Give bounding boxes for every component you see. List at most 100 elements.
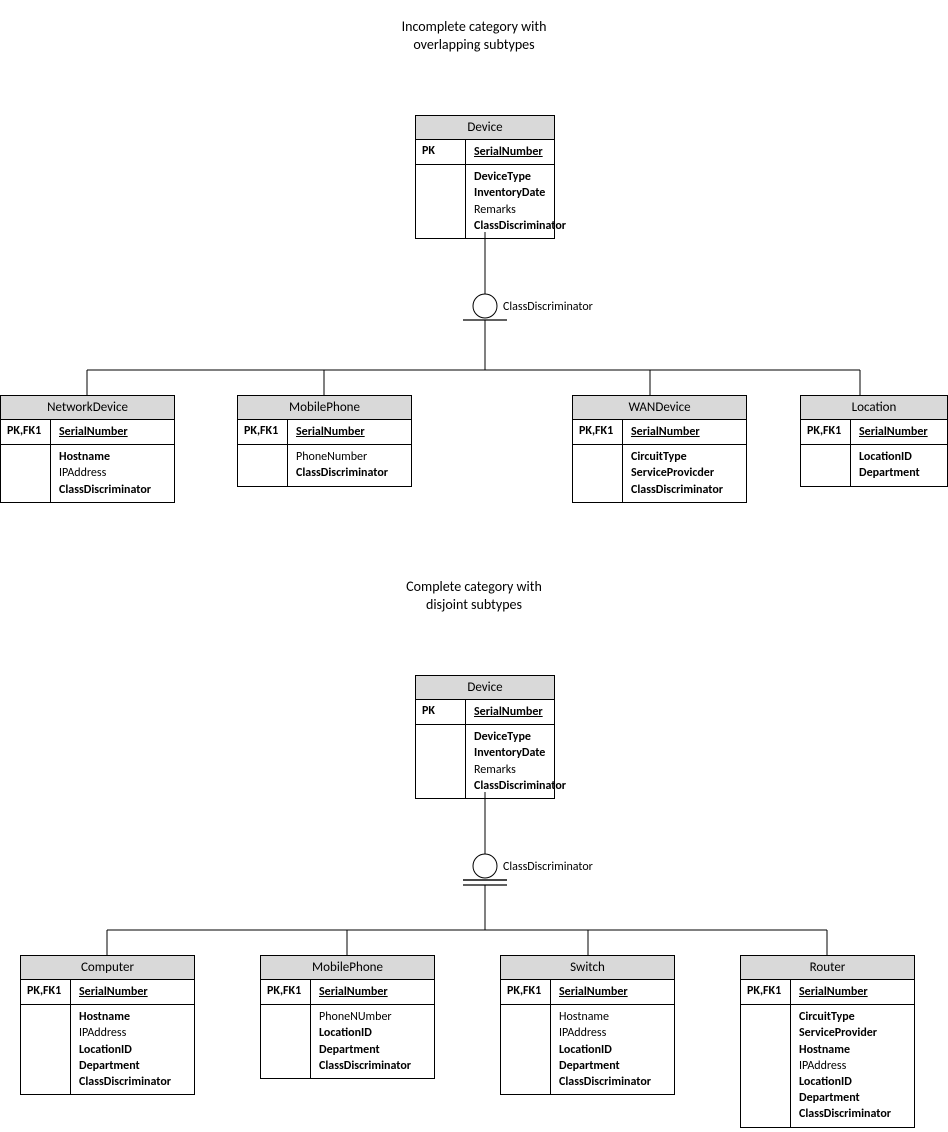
entity-header: MobilePhone [238,396,411,420]
attr: CircuitType [631,449,738,465]
pk-attr: SerialNumber [288,420,411,444]
attr: Department [319,1042,426,1058]
attr: ClassDiscriminator [559,1074,666,1090]
key-label: PK,FK1 [1,420,51,444]
attr: ClassDiscriminator [59,482,166,498]
attr: Department [859,465,939,481]
attr: ClassDiscriminator [319,1058,426,1074]
attr-row: DeviceTypeInventoryDateRemarksClassDiscr… [416,165,554,238]
attr-list: CircuitTypeServiceProvicderClassDiscrimi… [623,445,746,502]
key-empty [573,445,623,502]
entity-bottom-child-2: SwitchPK,FK1SerialNumber HostnameIPAddre… [500,955,675,1095]
attr: Hostname [799,1042,906,1058]
attr-list: PhoneNUmberLocationIDDepartmentClassDisc… [311,1005,434,1078]
attr: ClassDiscriminator [799,1106,906,1122]
entity-header: Router [741,956,914,980]
key-label: PK,FK1 [573,420,623,444]
attr: InventoryDate [474,745,566,761]
entity-header: WANDevice [573,396,746,420]
key-label: PK,FK1 [741,980,791,1004]
entity-header: Switch [501,956,674,980]
entity-top-child-0: NetworkDevicePK,FK1SerialNumber Hostname… [0,395,175,503]
attr: LocationID [799,1074,906,1090]
attr-row: HostnameIPAddressClassDiscriminator [1,445,174,502]
attr-list: DeviceTypeInventoryDateRemarksClassDiscr… [466,725,574,798]
attr-row: CircuitTypeServiceProviderHostnameIPAddr… [741,1005,914,1126]
attr-list: CircuitTypeServiceProviderHostnameIPAddr… [791,1005,914,1126]
attr: IPAddress [79,1025,186,1041]
pk-attr: SerialNumber [851,420,947,444]
key-empty [21,1005,71,1094]
entity-header: MobilePhone [261,956,434,980]
entity-header: Computer [21,956,194,980]
entity-top-child-3: LocationPK,FK1SerialNumber LocationIDDep… [800,395,948,487]
attr-row: HostnameIPAddressLocationIDDepartmentCla… [501,1005,674,1094]
key-empty [416,725,466,798]
attr: PhoneNUmber [319,1009,426,1025]
attr: Department [799,1090,906,1106]
entity-top-child-1: MobilePhonePK,FK1SerialNumber PhoneNumbe… [237,395,412,487]
attr: Hostname [59,449,166,465]
key-label: PK,FK1 [21,980,71,1004]
pk-row: PKSerialNumber [416,140,554,165]
pk-row: PK,FK1SerialNumber [573,420,746,445]
attr: Hostname [79,1009,186,1025]
discriminator-label: ClassDiscriminator [503,860,593,874]
pk-attr: SerialNumber [623,420,746,444]
pk-attr: SerialNumber [71,980,194,1004]
pk-row: PK,FK1SerialNumber [21,980,194,1005]
entity-header: Location [801,396,947,420]
entity-bottom-child-0: ComputerPK,FK1SerialNumber HostnameIPAdd… [20,955,195,1095]
er-diagram-canvas: Incomplete category withoverlapping subt… [0,0,948,1132]
attr: Department [79,1058,186,1074]
attr: IPAddress [59,465,166,481]
entity-bottom-child-3: RouterPK,FK1SerialNumber CircuitTypeServ… [740,955,915,1128]
pk-row: PK,FK1SerialNumber [501,980,674,1005]
discriminator-label: ClassDiscriminator [503,300,593,314]
attr-list: PhoneNumberClassDiscriminator [288,445,411,485]
attr: Remarks [474,762,566,778]
attr-row: LocationIDDepartment [801,445,947,485]
attr-row: DeviceTypeInventoryDateRemarksClassDiscr… [416,725,554,798]
attr: DeviceType [474,729,566,745]
entity-bottom-parent: DevicePKSerialNumber DeviceTypeInventory… [415,675,555,799]
entity-header: NetworkDevice [1,396,174,420]
entity-top-parent: DevicePKSerialNumber DeviceTypeInventory… [415,115,555,239]
attr-list: LocationIDDepartment [851,445,947,485]
attr: ClassDiscriminator [79,1074,186,1090]
entity-bottom-child-1: MobilePhonePK,FK1SerialNumber PhoneNUmbe… [260,955,435,1079]
attr-row: HostnameIPAddressLocationIDDepartmentCla… [21,1005,194,1094]
key-label: PK [416,140,466,164]
attr-row: PhoneNumberClassDiscriminator [238,445,411,485]
attr: IPAddress [799,1058,906,1074]
key-label: PK,FK1 [261,980,311,1004]
pk-attr: SerialNumber [466,140,554,164]
attr: ServiceProvicder [631,465,738,481]
attr: ClassDiscriminator [474,778,566,794]
key-label: PK,FK1 [501,980,551,1004]
key-empty [501,1005,551,1094]
pk-row: PKSerialNumber [416,700,554,725]
section-title: Complete category withdisjoint subtypes [324,578,624,614]
pk-row: PK,FK1SerialNumber [261,980,434,1005]
attr: IPAddress [559,1025,666,1041]
attr: InventoryDate [474,185,566,201]
attr: DeviceType [474,169,566,185]
attr: Department [559,1058,666,1074]
attr: LocationID [859,449,939,465]
attr: LocationID [319,1025,426,1041]
attr: CircuitType [799,1009,906,1025]
attr-row: CircuitTypeServiceProvicderClassDiscrimi… [573,445,746,502]
key-empty [1,445,51,502]
attr: ClassDiscriminator [474,218,566,234]
entity-header: Device [416,676,554,700]
section-title: Incomplete category withoverlapping subt… [324,18,624,54]
pk-attr: SerialNumber [791,980,914,1004]
entity-header: Device [416,116,554,140]
attr: LocationID [79,1042,186,1058]
key-empty [238,445,288,485]
attr: ClassDiscriminator [296,465,403,481]
attr-list: HostnameIPAddressLocationIDDepartmentCla… [551,1005,674,1094]
pk-row: PK,FK1SerialNumber [238,420,411,445]
pk-row: PK,FK1SerialNumber [741,980,914,1005]
